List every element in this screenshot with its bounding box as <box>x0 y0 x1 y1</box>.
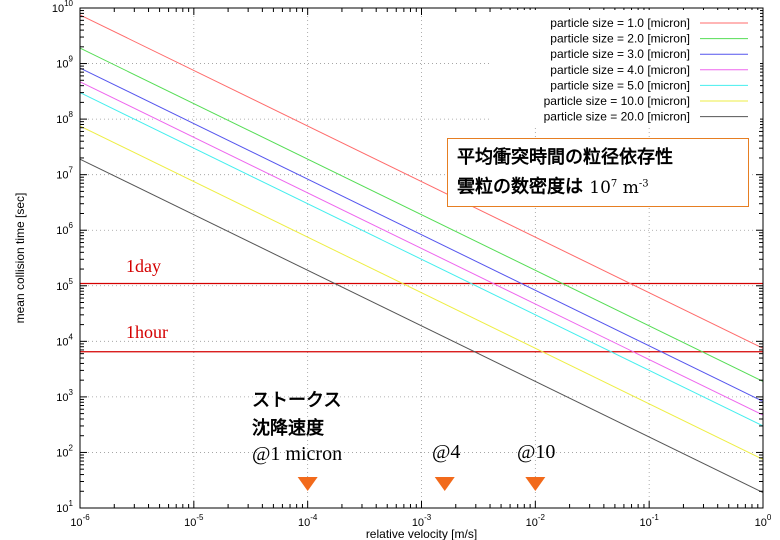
y-tick-label: 103 <box>56 388 73 404</box>
legend-label: particle size = 3.0 [micron] <box>550 47 690 61</box>
grid <box>80 8 763 508</box>
legend-background <box>492 10 760 128</box>
legend-label: particle size = 4.0 [micron] <box>550 63 690 77</box>
y-tick-label: 106 <box>56 221 73 237</box>
velocity-marker <box>525 477 546 491</box>
y-tick-label: 102 <box>56 443 73 459</box>
series-line-5 <box>79 92 764 427</box>
y-tick-label: 105 <box>56 277 73 293</box>
marker-label-1-micron: @1 micron <box>252 443 343 465</box>
series-line-6 <box>79 125 764 460</box>
axis-ticks: 10-6 10-5 10-4 10-3 10-2 10-1 100 101 102 103 104 1… <box>52 0 772 529</box>
series-line-2 <box>79 47 764 382</box>
marker-label-10: @10 <box>517 441 556 463</box>
density-text: 雲粒の数密度は <box>457 176 583 198</box>
y-tick-label: 1010 <box>52 0 74 15</box>
x-tick-label: 10-3 <box>412 513 432 529</box>
legend-label: particle size = 2.0 [micron] <box>550 32 690 46</box>
annotation-density: 雲粒の数密度は 107 m-3 <box>457 171 748 201</box>
y-tick-label: 109 <box>56 55 73 71</box>
series-line-3 <box>79 67 764 402</box>
legend-label: particle size = 5.0 [micron] <box>550 78 690 92</box>
x-tick-label: 10-4 <box>298 513 318 529</box>
marker-label-4: @4 <box>432 441 461 463</box>
series-line-4 <box>79 81 764 416</box>
x-tick-label: 10-2 <box>526 513 546 529</box>
legend-label: particle size = 1.0 [micron] <box>550 16 690 30</box>
series-line-1 <box>79 14 764 349</box>
density-value: 107 m-3 <box>589 177 649 198</box>
annotation-box: 平均衝突時間の粒径依存性 雲粒の数密度は 107 m-3 <box>447 138 749 207</box>
x-tick-label: 100 <box>755 513 772 529</box>
legend-label: particle size = 20.0 [micron] <box>544 110 690 124</box>
ref-label-1hour: 1hour <box>126 322 168 342</box>
velocity-marker <box>297 477 318 491</box>
stokes-label-line2: 沈降速度 <box>252 418 324 439</box>
velocity-marker <box>434 477 455 491</box>
y-tick-label: 104 <box>56 332 73 348</box>
x-tick-label: 10-1 <box>639 513 659 529</box>
y-axis-title: mean collision time [sec] <box>13 193 27 324</box>
x-tick-label: 10-5 <box>184 513 204 529</box>
series-line-7 <box>79 158 764 493</box>
legend-label: particle size = 10.0 [micron] <box>544 94 690 108</box>
ref-label-1day: 1day <box>126 256 161 276</box>
annotation-title: 平均衝突時間の粒径依存性 <box>457 147 673 168</box>
stokes-label: ストークス 沈降速度 <box>252 387 341 443</box>
y-tick-label: 107 <box>56 166 73 182</box>
stokes-label-line1: ストークス <box>252 390 342 411</box>
velocity-markers <box>297 477 546 491</box>
x-axis-title: relative velocity [m/s] <box>366 527 477 540</box>
series-lines <box>79 14 764 493</box>
legend: particle size = 1.0 [micron] particle siz… <box>492 10 760 128</box>
reference-lines <box>80 282 763 353</box>
y-tick-label: 101 <box>56 499 73 515</box>
y-tick-label: 108 <box>56 110 73 126</box>
x-tick-label: 10-6 <box>70 513 90 529</box>
